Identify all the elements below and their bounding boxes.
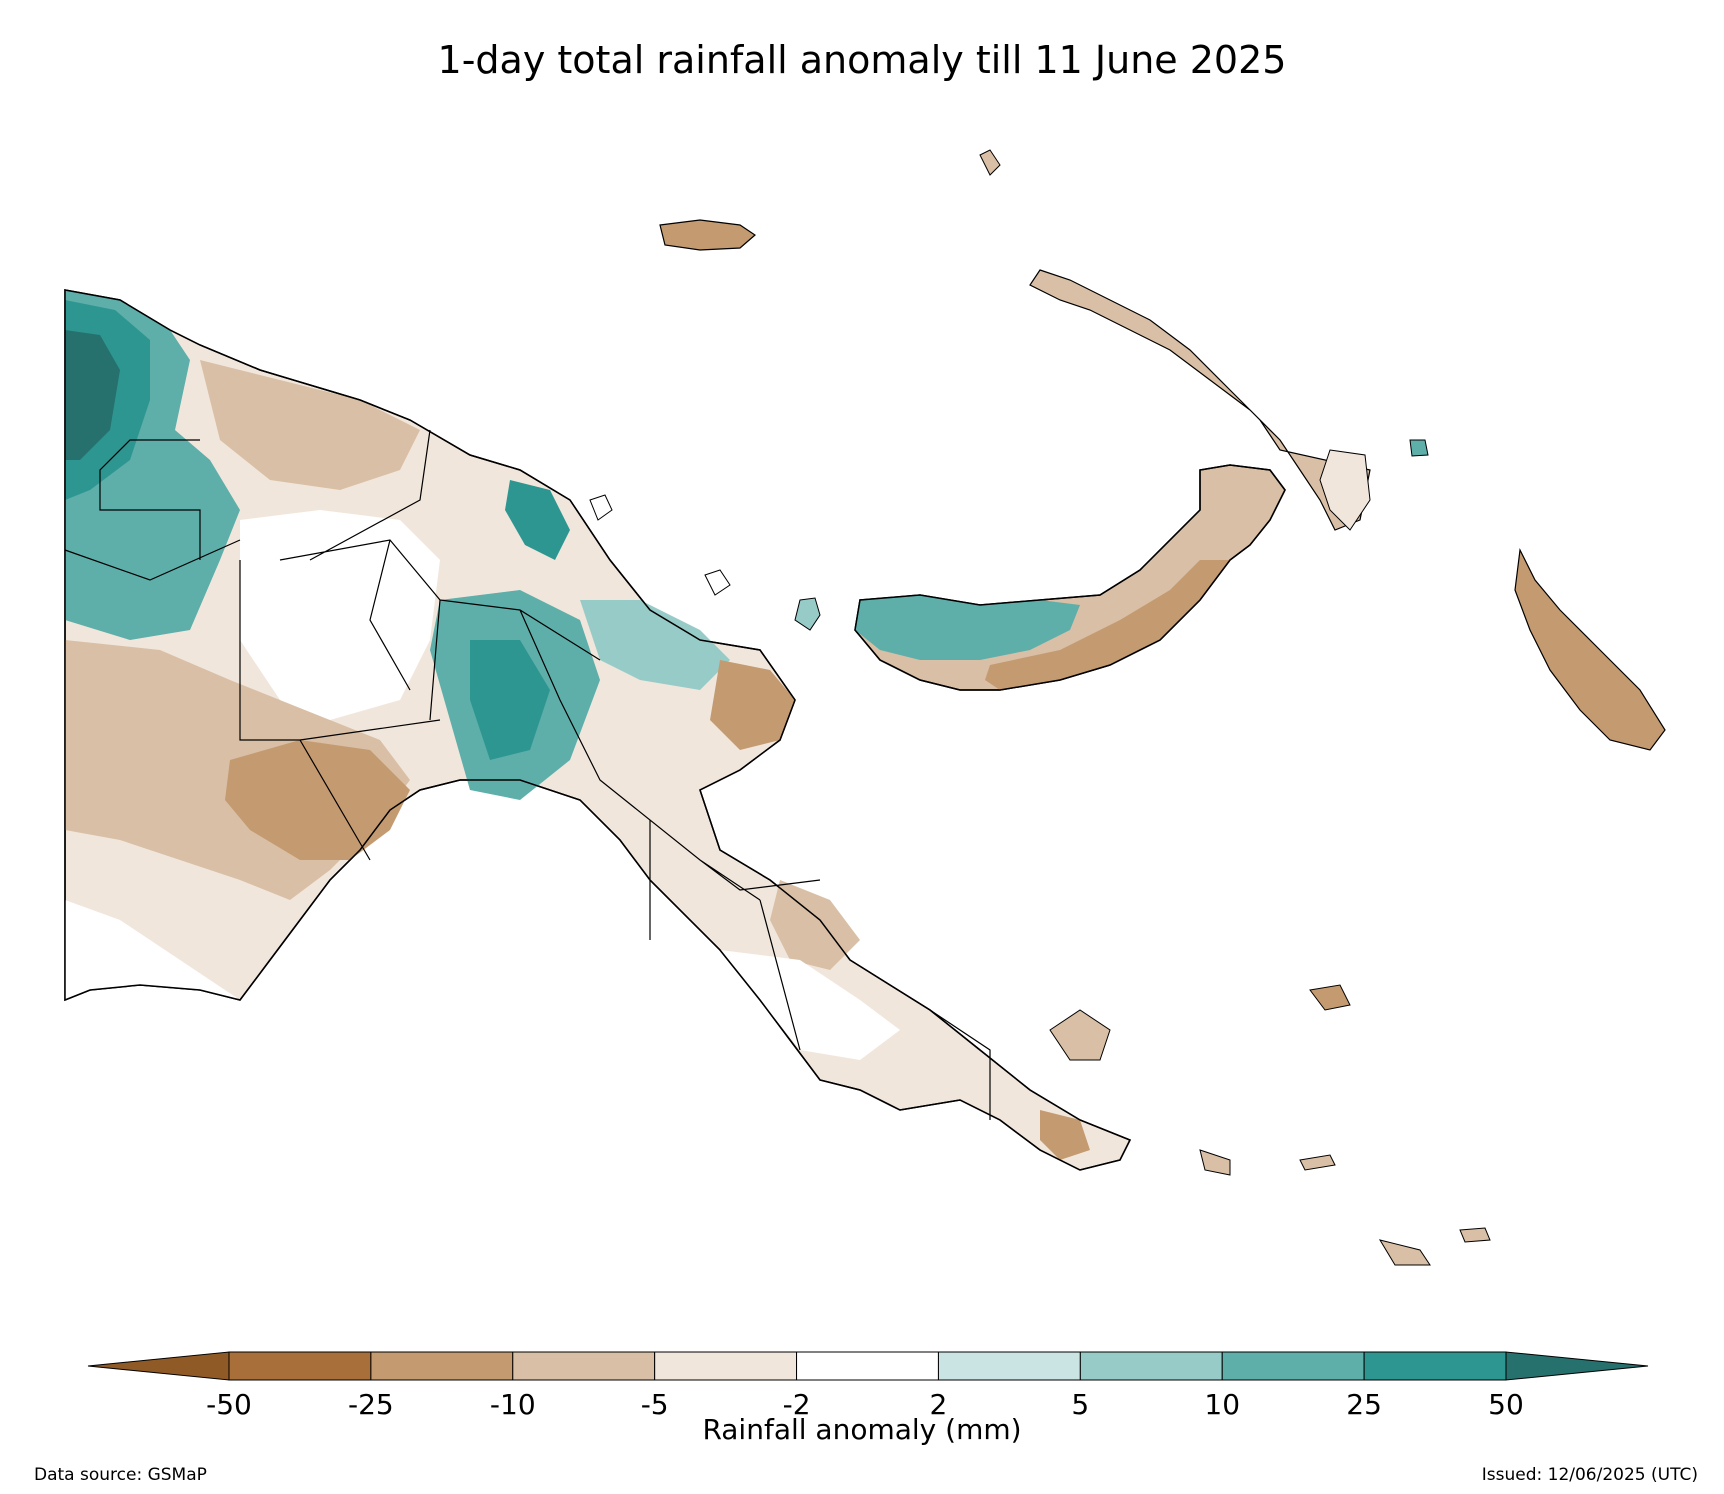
bougainville-landmass [1514,547,1666,751]
bougainville [1514,547,1666,751]
colorbar-bin [1221,1351,1365,1381]
zone-brown-tip [1040,1110,1090,1160]
colorbar-bin [654,1351,798,1381]
new-britain-brown [985,560,1230,690]
colorbar-bin [1079,1351,1223,1381]
colorbar-tick-label: 50 [1488,1388,1524,1421]
colorbar-tick-label: -25 [348,1388,394,1421]
new-ireland-tip [1319,449,1371,531]
zone-tan-north [200,360,420,490]
zone-deep-west-core [65,330,120,460]
issued-date: Issued: 12/06/2025 (UTC) [1481,1465,1698,1485]
colorbar-label: Rainfall anomaly (mm) [702,1413,1022,1446]
colorbar-extend-max [1505,1351,1649,1381]
colorbar-bin [937,1351,1081,1381]
colorbar-tick-label: 25 [1346,1388,1382,1421]
small-islands [589,149,1491,1266]
colorbar-extend-min [87,1351,230,1381]
colorbar-ticks: -50 -25 -10 -5 -2 2 5 10 25 50 [206,1388,1524,1421]
zone-brown-morobe [710,660,795,750]
map-title: 1-day total rainfall anomaly till 11 Jun… [437,38,1287,82]
new-britain-teal [855,595,1080,660]
colorbar-tick-label: 2 [930,1388,948,1421]
colorbar-bin [512,1351,656,1381]
mainland-outline [64,289,1132,1171]
manus-landmass [659,219,756,251]
new-britain-outline [854,464,1286,691]
province-boundaries [64,429,991,1120]
zone-light-teal-north [580,600,730,690]
zone-tan-southeast [770,880,860,970]
zone-white-southeast [720,950,900,1060]
new-ireland [1029,269,1371,531]
new-britain [854,464,1286,691]
colorbar-tick-label: -50 [206,1388,252,1421]
zone-white-central [240,510,440,720]
zone-deep-highlands [470,640,550,760]
zone-brown-southwest [225,740,410,860]
colorbar-tick-label: -2 [783,1388,811,1421]
colorbar-bin [796,1351,939,1381]
mainland [64,289,1132,1171]
colorbar-tick-label: 5 [1071,1388,1089,1421]
colorbar-bin [370,1351,514,1381]
zone-teal-madang [505,480,570,560]
colorbar-tick-label: 10 [1204,1388,1240,1421]
manus [659,219,756,251]
zone-white-south [65,900,240,1000]
colorbar-bin [1363,1351,1507,1381]
colorbar-tick-label: -5 [641,1388,669,1421]
colorbar-bin [228,1351,372,1381]
data-source: Data source: GSMaP [34,1465,207,1485]
colorbar-bins [87,1351,1649,1381]
colorbar-tick-label: -10 [490,1388,536,1421]
